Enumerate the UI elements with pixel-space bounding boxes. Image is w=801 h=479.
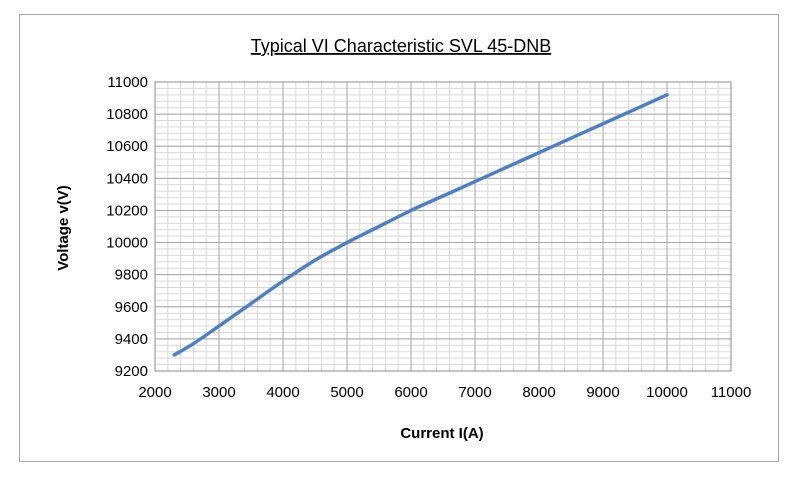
y-tick-label: 11000 bbox=[107, 74, 148, 91]
x-tick-label: 9000 bbox=[586, 384, 619, 401]
y-tick-label: 10400 bbox=[106, 170, 148, 187]
y-tick-label: 9400 bbox=[115, 331, 148, 348]
y-tick-label: 10600 bbox=[106, 138, 148, 155]
chart-title: Typical VI Characteristic SVL 45-DNB bbox=[251, 36, 551, 56]
x-tick-label: 2000 bbox=[138, 384, 171, 401]
y-axis-title: Voltage v(V) bbox=[55, 185, 72, 271]
x-tick-label: 10000 bbox=[646, 384, 688, 401]
series-layer bbox=[172, 93, 669, 357]
y-tick-label: 9600 bbox=[115, 299, 148, 316]
x-tick-label: 3000 bbox=[202, 384, 235, 401]
x-tick-label: 6000 bbox=[394, 384, 427, 401]
x-tick-label: 11000 bbox=[711, 384, 752, 401]
y-tick-label: 10000 bbox=[106, 235, 148, 252]
x-tick-label: 7000 bbox=[458, 384, 491, 401]
x-axis-title: Current I(A) bbox=[400, 425, 483, 442]
x-tick-label: 8000 bbox=[522, 384, 555, 401]
grid bbox=[154, 81, 732, 372]
x-tick-labels: 2000 3000 4000 5000 6000 7000 8000 9000 10000 110… bbox=[138, 384, 751, 401]
plot-area-border bbox=[154, 81, 732, 372]
y-tick-labels: 9200 9400 9600 9800 10000 10200 10400 10600 1080… bbox=[106, 74, 148, 380]
y-tick-label: 9200 bbox=[115, 363, 148, 380]
series-line bbox=[172, 93, 669, 357]
y-tick-label: 9800 bbox=[115, 267, 148, 284]
x-tick-label: 5000 bbox=[330, 384, 363, 401]
y-tick-label: 10200 bbox=[106, 202, 148, 219]
x-tick-label: 4000 bbox=[266, 384, 299, 401]
y-tick-label: 10800 bbox=[106, 106, 148, 123]
